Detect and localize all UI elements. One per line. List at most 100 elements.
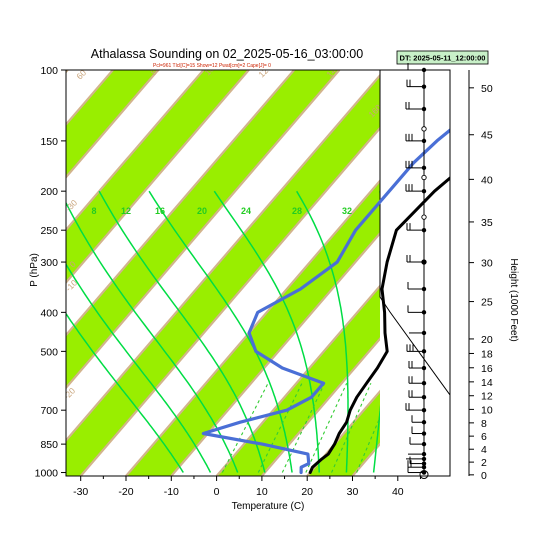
wind-station-dot (421, 381, 427, 386)
plot-area: -30-20-1001020306080100120140160 8121620… (0, 60, 450, 476)
wind-station-dot (421, 106, 427, 112)
isotherm-line (0, 70, 22, 476)
wind-station-dot (421, 165, 427, 171)
x-tick-label: 20 (301, 486, 313, 498)
mixing-ratio-label: 20 (197, 206, 207, 216)
y-tick-label: 250 (40, 225, 58, 237)
moist-adiabat (296, 190, 349, 473)
y-tick-label: 850 (40, 439, 58, 451)
isotherm-line (170, 150, 450, 476)
wind-station-dot (421, 407, 427, 413)
x-tick-label: 10 (256, 486, 268, 498)
height-tick-label: 30 (481, 258, 493, 270)
wind-station-circle (421, 214, 427, 220)
datetime-badge: DT: 2025-05-11_12:00:00 (396, 50, 489, 65)
mixing-ratio-label: 32 (342, 206, 352, 216)
height-tick-label: 40 (481, 174, 493, 186)
wind-station-dot (421, 286, 427, 292)
datetime-badge-label: DT: 2025-05-11_12:00:00 (400, 54, 486, 63)
moist-adiabat (66, 201, 239, 473)
isotherm-label: 100 (202, 60, 219, 77)
x-tick-label: -20 (118, 486, 133, 498)
isotherm-label: 60 (74, 67, 88, 81)
wind-station-dot (421, 441, 427, 447)
isotherm-label: 120 (256, 62, 273, 79)
wind-station-dot (421, 456, 427, 462)
chart-title: Athalassa Sounding on 02_2025-05-16_03:0… (91, 47, 363, 61)
chart-subtitle: Pcl=961 Tlcl[C]=15 Show=12 Pwat[cm]=2 Ca… (153, 63, 271, 69)
mixing-ratio-line (281, 383, 326, 473)
plot-frame (65, 69, 451, 477)
sounding-series (201, 128, 450, 475)
height-tick-label: 14 (481, 377, 493, 389)
height-tick-label: 50 (481, 83, 493, 95)
height-tick-label: 6 (481, 431, 487, 443)
wind-station-circle (421, 259, 427, 265)
x-tick-label: -30 (73, 486, 88, 498)
height-tick-label: 8 (481, 418, 487, 430)
isotherm-band (66, 70, 430, 476)
height-tick-label: 12 (481, 391, 493, 403)
mixing-ratio-line (305, 383, 348, 473)
wind-station-dot (421, 451, 427, 457)
isotherm-line (66, 70, 160, 179)
isotherm-line (66, 70, 386, 443)
x-axis-label: Temperature (C) (232, 501, 305, 512)
moist-adiabat (66, 262, 212, 473)
y-tick-label: 400 (40, 307, 58, 319)
wind-station-circle (421, 126, 427, 132)
x-tick-label: -10 (164, 486, 179, 498)
isotherm-line (66, 70, 250, 285)
height-tick-label: 16 (481, 363, 493, 375)
wind-station-dot (421, 365, 427, 371)
height-tick-label: 18 (481, 348, 493, 360)
isotherm-line (66, 70, 295, 337)
mixing-ratio-label: 12 (121, 206, 131, 216)
height-tick-label: 4 (481, 444, 487, 456)
height-tick-label: 2 (481, 457, 487, 469)
height-tick-label: 0 (481, 470, 487, 482)
dewpoint-line (201, 128, 450, 475)
y-tick-label: 500 (40, 346, 58, 358)
height-tick-label: 35 (481, 217, 493, 229)
height-tick-label: 25 (481, 297, 493, 309)
mixing-ratio-label: 8 (91, 206, 96, 216)
wind-station-dot (421, 67, 427, 73)
isotherm-label: -20 (61, 385, 77, 401)
mixing-ratio-labels: 8 12 16 20 24 28 32 (91, 206, 352, 216)
x-tick-label: 40 (392, 486, 404, 498)
height-axis-label: Height (1000 Feet) (508, 258, 519, 341)
wind-station-dot (421, 227, 427, 233)
y-axis: 1000 850 700 500 400 300 250 200 150 100 (35, 65, 66, 480)
wind-station-dot (421, 330, 427, 336)
moist-adiabat (213, 190, 320, 473)
wind-barb-column (405, 63, 429, 480)
wind-station-dot (421, 310, 427, 315)
height-tick-label: 20 (481, 334, 493, 346)
isotherm-label: 140 (324, 62, 341, 79)
moist-adiabat (66, 312, 184, 473)
surface-station-ring (419, 470, 429, 480)
y-tick-label: 700 (40, 405, 58, 417)
wind-station-dot (421, 188, 427, 194)
isotherm-line (66, 70, 205, 232)
y-tick-label: 300 (40, 257, 58, 269)
wind-station-dot (421, 461, 427, 466)
moist-adiabat (148, 190, 293, 473)
wind-station-dot (421, 395, 427, 400)
mixing-ratio-label: 28 (292, 206, 302, 216)
wind-station-dot (421, 84, 427, 89)
wind-station-dot (421, 420, 427, 425)
y-tick-label: 100 (40, 65, 58, 77)
height-tick-label: 45 (481, 130, 493, 142)
temperature-line (308, 176, 450, 474)
wind-station-dot (421, 349, 427, 354)
x-axis: -30 -20 -10 0 10 20 30 40 (73, 476, 421, 498)
moist-adiabat (98, 190, 266, 473)
wind-station-dot (421, 470, 427, 475)
mixing-ratio-label: 24 (241, 206, 251, 216)
mixing-ratio-label: 16 (155, 206, 165, 216)
y-tick-label: 200 (40, 186, 58, 198)
